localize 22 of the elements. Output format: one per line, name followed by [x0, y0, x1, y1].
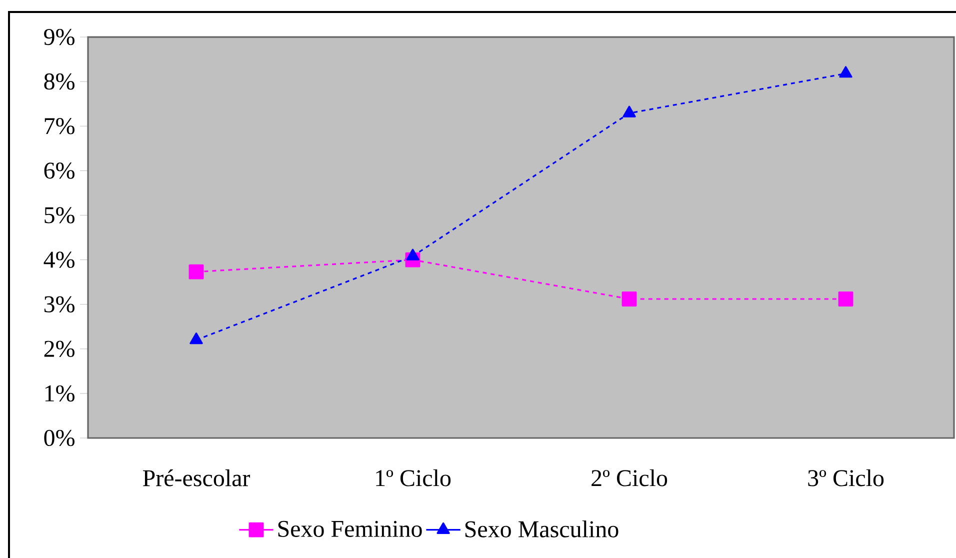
y-tick-label: 7% [44, 118, 74, 134]
y-tick-label: 9% [44, 28, 74, 46]
x-tick-label: 3º Ciclo [808, 469, 884, 486]
point [622, 292, 637, 306]
point [188, 264, 204, 280]
y-tick-label: 4% [44, 252, 74, 268]
y-tick-label: 6% [44, 162, 74, 179]
y-tick-label: 5% [44, 207, 74, 224]
y-tick-label: 3% [44, 296, 74, 312]
point [406, 248, 420, 260]
y-tick-label: 2% [44, 340, 74, 358]
y-tick-label: 0% [44, 430, 74, 446]
legend-label: Sexo Masculino [465, 520, 618, 538]
x-tick-label: 2º Ciclo [592, 469, 668, 486]
point [839, 66, 852, 78]
x-tick-label: Pré-escolar [142, 469, 250, 486]
point [838, 292, 854, 306]
point [622, 106, 636, 118]
y-tick-label: 8% [44, 73, 74, 90]
x-tick-label: 1º Ciclo [376, 469, 451, 486]
legend-label: Sexo Feminino [278, 520, 422, 538]
y-tick-label: 1% [45, 385, 74, 402]
